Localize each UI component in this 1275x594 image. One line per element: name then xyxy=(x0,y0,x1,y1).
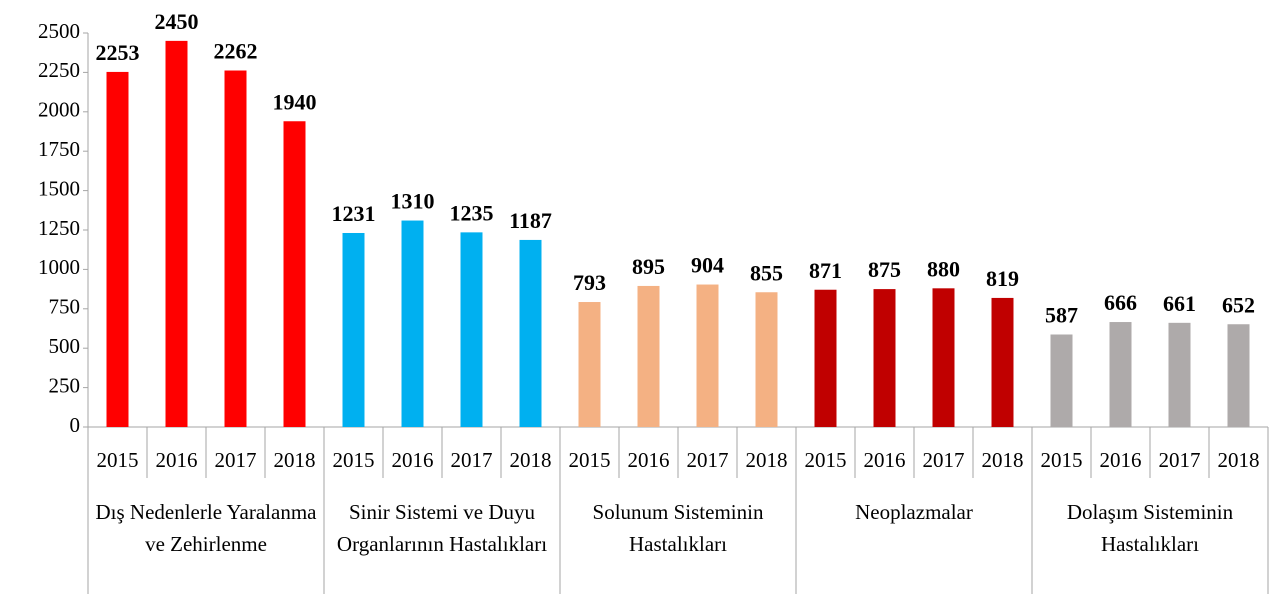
x-tick-label: 2017 xyxy=(451,448,493,472)
data-label: 1310 xyxy=(391,189,435,214)
data-label: 2450 xyxy=(155,9,199,34)
bar xyxy=(873,289,896,427)
data-label: 652 xyxy=(1222,292,1255,317)
bar xyxy=(755,292,778,427)
data-label: 904 xyxy=(691,253,724,278)
data-label: 793 xyxy=(573,270,606,295)
x-tick-label: 2017 xyxy=(1159,448,1201,472)
y-tick-label: 2250 xyxy=(38,58,80,82)
y-tick-label: 2500 xyxy=(38,19,80,43)
bar xyxy=(1227,324,1250,427)
x-tick-label: 2018 xyxy=(982,448,1024,472)
bar xyxy=(814,289,837,427)
bar xyxy=(932,288,955,427)
data-label: 819 xyxy=(986,266,1019,291)
bar xyxy=(401,220,424,427)
x-tick-label: 2018 xyxy=(1218,448,1260,472)
x-tick-label: 2017 xyxy=(687,448,729,472)
bar xyxy=(1109,322,1132,427)
data-label: 666 xyxy=(1104,290,1137,315)
y-tick-label: 1000 xyxy=(38,255,80,279)
y-tick-label: 250 xyxy=(49,373,81,397)
y-tick-label: 2000 xyxy=(38,98,80,122)
group-label: Sinir Sistemi ve Duyu Organlarının Hasta… xyxy=(336,500,548,556)
y-tick-label: 0 xyxy=(70,413,81,437)
data-label: 855 xyxy=(750,260,783,285)
data-label: 2253 xyxy=(96,40,140,65)
x-tick-label: 2016 xyxy=(392,448,434,472)
bar xyxy=(165,40,188,427)
x-tick-label: 2015 xyxy=(805,448,847,472)
group-label: Dış Nedenlerle Yaralanma ve Zehirlenme xyxy=(95,500,317,556)
data-label: 2262 xyxy=(214,39,258,64)
data-label: 871 xyxy=(809,258,842,283)
x-tick-label: 2015 xyxy=(1041,448,1083,472)
bar xyxy=(224,70,247,428)
bar xyxy=(696,284,719,427)
data-label: 1231 xyxy=(332,201,376,226)
data-label: 661 xyxy=(1163,291,1196,316)
bar xyxy=(991,297,1014,427)
x-tick-label: 2015 xyxy=(333,448,375,472)
y-tick-label: 1750 xyxy=(38,137,80,161)
y-tick-label: 1500 xyxy=(38,176,80,200)
x-tick-label: 2016 xyxy=(156,448,198,472)
bar xyxy=(342,232,365,427)
y-tick-label: 500 xyxy=(49,334,81,358)
group-label: Neoplazmalar xyxy=(855,500,973,524)
x-tick-label: 2018 xyxy=(746,448,788,472)
y-tick-label: 1250 xyxy=(38,216,80,240)
bar xyxy=(1050,334,1073,427)
y-tick-label: 750 xyxy=(49,295,81,319)
x-tick-label: 2017 xyxy=(215,448,257,472)
data-label: 875 xyxy=(868,257,901,282)
bar xyxy=(519,239,542,427)
x-tick-label: 2016 xyxy=(628,448,670,472)
bar xyxy=(106,71,129,428)
x-tick-label: 2015 xyxy=(569,448,611,472)
data-label: 1187 xyxy=(509,208,552,233)
group-label: Dolaşım Sisteminin Hastalıkları xyxy=(1066,500,1234,556)
data-label: 587 xyxy=(1045,303,1078,328)
x-tick-label: 2018 xyxy=(274,448,316,472)
x-tick-label: 2016 xyxy=(1100,448,1142,472)
data-label: 895 xyxy=(632,254,665,279)
x-tick-label: 2016 xyxy=(864,448,906,472)
data-label: 880 xyxy=(927,256,960,281)
x-tick-label: 2015 xyxy=(97,448,139,472)
bar xyxy=(460,232,483,427)
bar xyxy=(578,302,601,427)
x-tick-label: 2018 xyxy=(510,448,552,472)
group-label: Solunum Sisteminin Hastalıkları xyxy=(592,500,764,556)
bar xyxy=(1168,322,1191,427)
data-label: 1235 xyxy=(450,200,494,225)
bar xyxy=(283,121,306,428)
x-tick-label: 2017 xyxy=(923,448,965,472)
bar xyxy=(637,285,660,427)
data-label: 1940 xyxy=(273,89,317,114)
